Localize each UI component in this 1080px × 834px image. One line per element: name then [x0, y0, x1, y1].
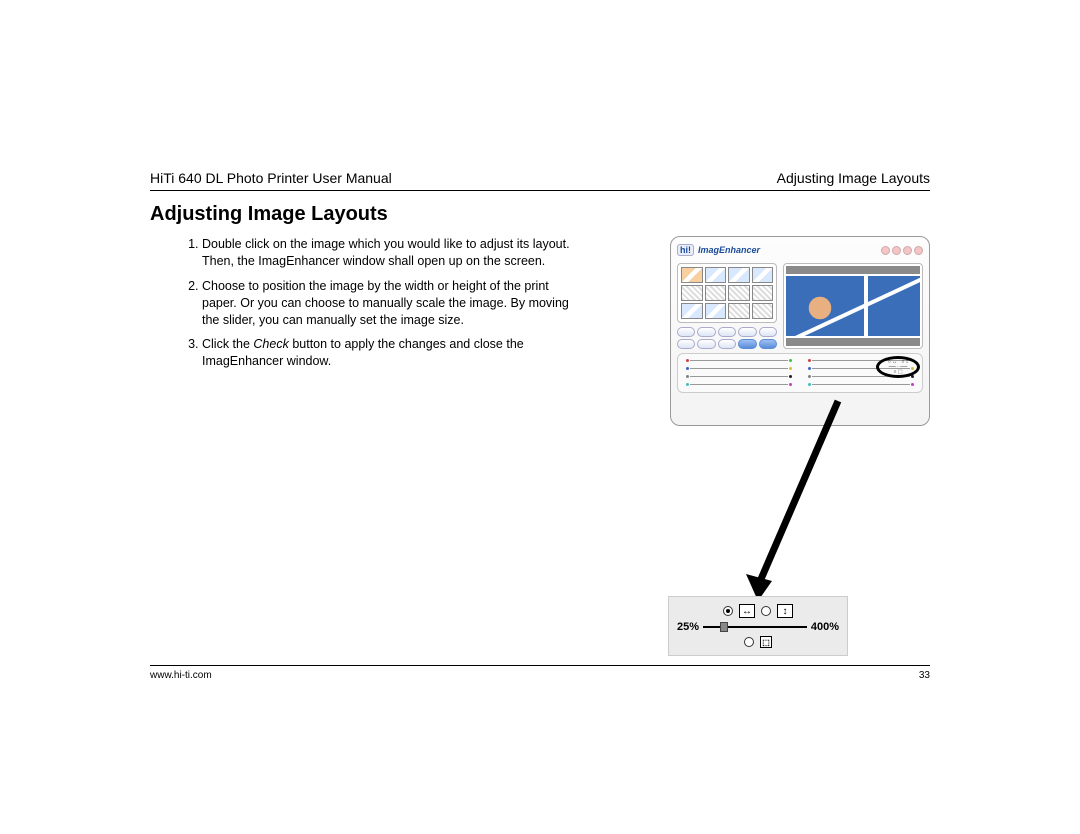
color-adjust-slider[interactable] [682, 366, 796, 372]
footer-page-number: 33 [919, 670, 930, 681]
footer-url: www.hi-ti.com [150, 670, 212, 681]
app-body [677, 263, 923, 349]
color-adjust-slider[interactable] [682, 358, 796, 364]
instruction-item: Double click on the image which you woul… [202, 236, 580, 270]
figure-column: hi! ImagEnhancer [598, 236, 930, 656]
fit-height-icon: ↕ [777, 604, 793, 618]
adjustment-slider-area: ○ ↔ ○ ↕ ── · ── ○ ⬚ [677, 353, 923, 393]
instructions: Double click on the image which you woul… [150, 236, 580, 378]
callout-arrow [658, 391, 868, 601]
color-adjust-slider[interactable] [682, 374, 796, 380]
tool-button[interactable] [677, 327, 695, 337]
frame-thumbnail[interactable] [705, 267, 727, 283]
tool-button[interactable] [738, 339, 756, 349]
frame-thumbnail[interactable] [728, 285, 750, 301]
frame-thumbnail[interactable] [705, 303, 727, 319]
preview-footerbar [786, 338, 920, 346]
manual-mode-row: ⬚ [744, 636, 772, 648]
section-title: Adjusting Image Layouts [150, 203, 930, 226]
manual-scale-radio[interactable] [744, 637, 754, 647]
manual-page: HiTi 640 DL Photo Printer User Manual Ad… [150, 170, 930, 656]
zoom-slider-knob[interactable] [720, 622, 728, 632]
window-dot-icon[interactable] [914, 246, 923, 255]
tool-button-row [677, 327, 777, 349]
frame-thumbnail[interactable] [752, 303, 774, 319]
preview-titlebar [786, 266, 920, 274]
instruction-item: Click the Check button to apply the chan… [202, 336, 580, 370]
tool-button[interactable] [697, 339, 715, 349]
tool-button[interactable] [759, 339, 777, 349]
frame-thumbnail[interactable] [728, 303, 750, 319]
zoom-slider-row: 25% 400% [669, 621, 847, 633]
instruction-item: Choose to position the image by the widt… [202, 278, 580, 329]
frame-thumbnail[interactable] [705, 285, 727, 301]
manual-scale-icon: ⬚ [760, 636, 772, 648]
header-right: Adjusting Image Layouts [777, 170, 930, 186]
color-adjust-slider[interactable] [804, 382, 918, 388]
zoom-max-label: 400% [811, 621, 839, 633]
color-adjust-slider[interactable] [682, 382, 796, 388]
tool-button[interactable] [697, 327, 715, 337]
frame-thumbnail[interactable] [681, 267, 703, 283]
page-footer: www.hi-ti.com 33 [150, 665, 930, 681]
frame-thumbnail[interactable] [728, 267, 750, 283]
app-titlebar: hi! ImagEnhancer [677, 241, 923, 259]
preview-panel [783, 263, 923, 349]
page-header: HiTi 640 DL Photo Printer User Manual Ad… [150, 170, 930, 191]
tool-button[interactable] [759, 327, 777, 337]
zoom-min-label: 25% [677, 621, 699, 633]
frame-thumbnail-grid [677, 263, 777, 323]
frame-thumbnail[interactable] [752, 267, 774, 283]
frame-thumbnail[interactable] [752, 285, 774, 301]
left-panel [677, 263, 777, 349]
zoom-slider[interactable] [703, 626, 807, 628]
check-word: Check [253, 337, 288, 351]
tool-button[interactable] [718, 327, 736, 337]
preview-image[interactable] [786, 276, 920, 336]
window-dot-icon[interactable] [892, 246, 901, 255]
fit-mode-row: ↔ ↕ [723, 604, 793, 618]
tool-button[interactable] [677, 339, 695, 349]
app-title: ImagEnhancer [698, 245, 760, 255]
app-logo: hi! [677, 244, 694, 256]
window-control-dots[interactable] [881, 246, 923, 255]
tool-button[interactable] [738, 327, 756, 337]
fit-width-radio[interactable] [723, 606, 733, 616]
fit-width-icon: ↔ [739, 604, 755, 618]
window-dot-icon[interactable] [881, 246, 890, 255]
content-row: Double click on the image which you woul… [150, 236, 930, 656]
header-left: HiTi 640 DL Photo Printer User Manual [150, 170, 392, 186]
window-dot-icon[interactable] [903, 246, 912, 255]
fit-height-radio[interactable] [761, 606, 771, 616]
zoom-control-mini[interactable]: ○ ↔ ○ ↕ ── · ── ○ ⬚ [880, 360, 916, 375]
frame-thumbnail[interactable] [681, 303, 703, 319]
frame-thumbnail[interactable] [681, 285, 703, 301]
tool-button[interactable] [718, 339, 736, 349]
zoom-detail-box: ↔ ↕ 25% 400% ⬚ [668, 596, 848, 656]
